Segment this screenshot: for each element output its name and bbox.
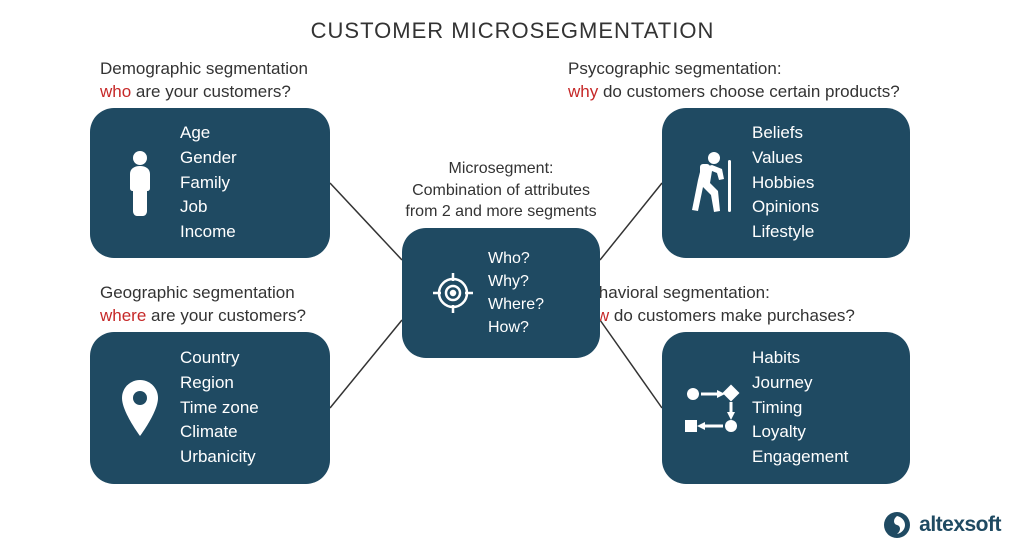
demographic-hl: who <box>100 82 131 101</box>
center-l3: from 2 and more segments <box>398 201 604 223</box>
psychographic-title: Psycographic segmentation: <box>568 58 900 81</box>
list-item: Lifestyle <box>752 220 819 245</box>
center-l2: Combination of attributes <box>398 180 604 202</box>
behavioral-card: Habits Journey Timing Loyalty Engagement <box>662 332 910 484</box>
list-item: Urbanicity <box>180 445 259 470</box>
list-item: Why? <box>488 270 544 293</box>
list-item: Values <box>752 146 819 171</box>
behavioral-qrest: do customers make purchases? <box>609 306 855 325</box>
person-icon <box>110 149 170 217</box>
demographic-qrest: are your customers? <box>131 82 291 101</box>
geographic-hl: where <box>100 306 146 325</box>
list-item: Engagement <box>752 445 848 470</box>
behavioral-items: Habits Journey Timing Loyalty Engagement <box>752 346 848 469</box>
demographic-question: who are your customers? <box>100 81 308 104</box>
psychographic-question: why do customers choose certain products… <box>568 81 900 104</box>
list-item: Beliefs <box>752 121 819 146</box>
demographic-title: Demographic segmentation <box>100 58 308 81</box>
list-item: Opinions <box>752 195 819 220</box>
list-item: Region <box>180 371 259 396</box>
list-item: Income <box>180 220 237 245</box>
center-items: Who? Why? Where? How? <box>488 247 544 340</box>
list-item: Loyalty <box>752 420 848 445</box>
center-label: Microsegment: Combination of attributes … <box>398 158 604 223</box>
psychographic-items: Beliefs Values Hobbies Opinions Lifestyl… <box>752 121 819 244</box>
hiker-icon <box>682 150 742 216</box>
center-card: Who? Why? Where? How? <box>402 228 600 358</box>
behavioral-label: Behavioral segmentation: how do customer… <box>578 282 855 328</box>
geographic-label: Geographic segmentation where are your c… <box>100 282 306 328</box>
page-title: CUSTOMER MICROSEGMENTATION <box>0 18 1025 44</box>
geographic-qrest: are your customers? <box>146 306 306 325</box>
psychographic-qrest: do customers choose certain products? <box>598 82 899 101</box>
geographic-question: where are your customers? <box>100 305 306 328</box>
logo-text: altexsoft <box>919 513 1001 537</box>
list-item: Family <box>180 171 237 196</box>
pin-icon <box>110 378 170 438</box>
list-item: How? <box>488 316 544 339</box>
psychographic-hl: why <box>568 82 598 101</box>
list-item: Habits <box>752 346 848 371</box>
list-item: Climate <box>180 420 259 445</box>
list-item: Gender <box>180 146 237 171</box>
list-item: Timing <box>752 396 848 421</box>
center-l1: Microsegment: <box>398 158 604 180</box>
geographic-title: Geographic segmentation <box>100 282 306 305</box>
logo-icon <box>883 511 911 539</box>
list-item: Age <box>180 121 237 146</box>
psychographic-label: Psycographic segmentation: why do custom… <box>568 58 900 104</box>
flow-icon <box>682 382 742 434</box>
list-item: Who? <box>488 247 544 270</box>
demographic-card: Age Gender Family Job Income <box>90 108 330 258</box>
list-item: Hobbies <box>752 171 819 196</box>
behavioral-question: how do customers make purchases? <box>578 305 855 328</box>
geographic-items: Country Region Time zone Climate Urbanic… <box>180 346 259 469</box>
list-item: Time zone <box>180 396 259 421</box>
demographic-items: Age Gender Family Job Income <box>180 121 237 244</box>
list-item: Country <box>180 346 259 371</box>
crosshair-icon <box>428 271 478 315</box>
psychographic-card: Beliefs Values Hobbies Opinions Lifestyl… <box>662 108 910 258</box>
list-item: Journey <box>752 371 848 396</box>
logo: altexsoft <box>883 511 1001 539</box>
geographic-card: Country Region Time zone Climate Urbanic… <box>90 332 330 484</box>
demographic-label: Demographic segmentation who are your cu… <box>100 58 308 104</box>
list-item: Where? <box>488 293 544 316</box>
list-item: Job <box>180 195 237 220</box>
behavioral-title: Behavioral segmentation: <box>578 282 855 305</box>
